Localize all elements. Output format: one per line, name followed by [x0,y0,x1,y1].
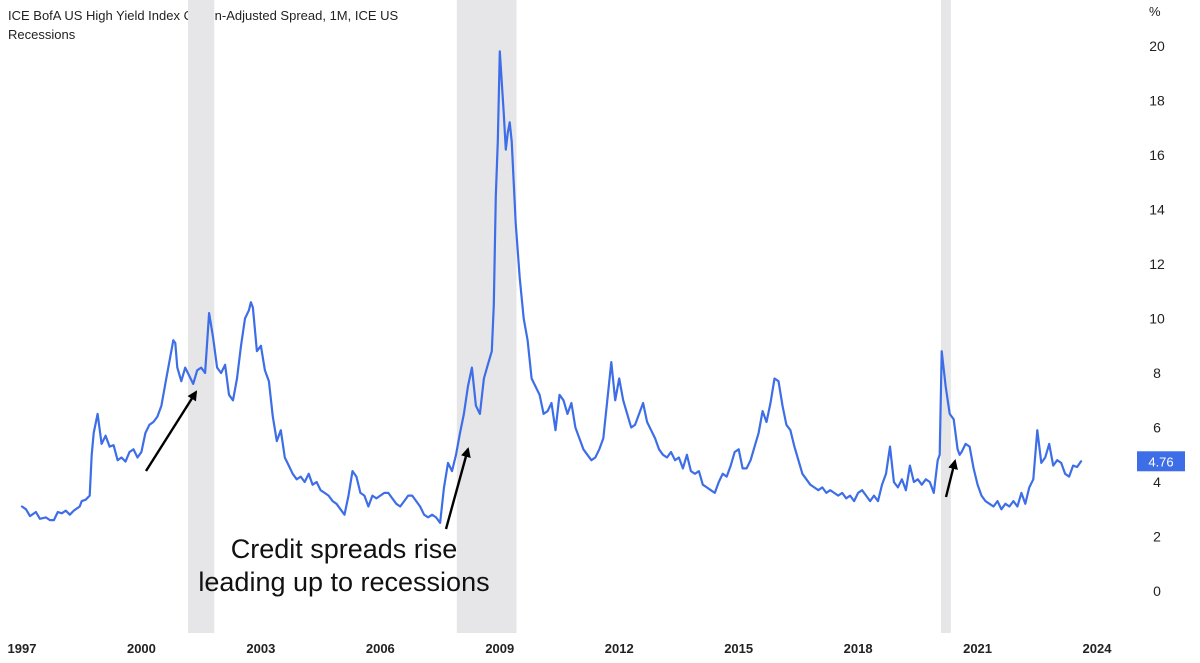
x-tick-label: 2021 [963,641,992,656]
recession-band-2 [456,0,517,633]
x-tick-label: 2006 [366,641,395,656]
y-axis-unit: % [1149,4,1161,19]
y-tick-label: 14 [1149,202,1165,218]
last-value-badge: 4.76 [1137,451,1185,472]
x-tick-label: 2009 [485,641,514,656]
x-tick-label: 2000 [127,641,156,656]
last-value-badge-bg [1137,451,1185,472]
annotation-arrow-2 [444,447,471,530]
x-tick-label: 2018 [844,641,873,656]
y-tick-label: 4 [1153,474,1161,490]
x-tick-label: 2015 [724,641,753,656]
y-tick-label: 2 [1153,529,1161,545]
last-value-badge-label: 4.76 [1148,454,1173,469]
recession-band-3 [940,0,951,633]
y-tick-label: 10 [1149,311,1165,327]
x-tick-label: 1997 [8,641,37,656]
y-tick-label: 16 [1149,147,1165,163]
annotation-arrow-3 [944,459,958,498]
x-tick-label: 2024 [1083,641,1113,656]
annotation-text-line-2: leading up to recessions [198,567,489,597]
series-layer [20,50,1083,524]
y-tick-label: 20 [1149,38,1165,54]
y-tick-label: 6 [1153,420,1161,436]
y-axis: 0 2 4 6 8 10 12 14 16 18 20 [1149,38,1165,599]
x-tick-label: 2012 [605,641,634,656]
x-tick-label: 2003 [246,641,275,656]
annotation-arrow-1 [144,390,198,472]
annotation-text-line-1: Credit spreads rise [231,534,458,564]
y-tick-label: 18 [1149,93,1165,109]
x-axis: 1997 2000 2003 2006 2009 2012 2015 2018 2021 2024 [8,641,1113,656]
y-tick-label: 8 [1153,365,1161,381]
series-line-1 [20,50,1083,524]
y-tick-label: 0 [1153,583,1161,599]
y-tick-label: 12 [1149,256,1165,272]
